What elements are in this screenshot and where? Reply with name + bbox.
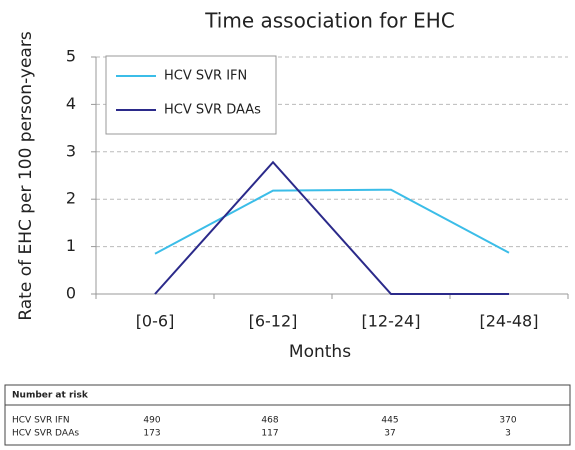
risk-value: 370 <box>499 416 516 426</box>
risk-value: 3 <box>505 429 511 439</box>
y-tick-label: 0 <box>66 284 76 303</box>
legend-label: HCV SVR IFN <box>164 69 247 84</box>
chart-title: Time association for EHC <box>204 9 455 33</box>
risk-table-title: Number at risk <box>12 391 89 401</box>
risk-row-label: HCV SVR DAAs <box>12 429 79 439</box>
x-tick-label: [6-12] <box>249 312 298 331</box>
x-tick-label: [24-48] <box>480 312 539 331</box>
risk-value: 117 <box>261 429 278 439</box>
line-series <box>154 160 509 295</box>
legend-box <box>105 55 277 135</box>
y-tick-label: 4 <box>66 94 76 113</box>
risk-table-frame <box>4 384 571 446</box>
line-series <box>154 188 510 255</box>
risk-value: 173 <box>143 429 160 439</box>
x-tick-label: [0-6] <box>136 312 175 331</box>
x-tick-label: [12-24] <box>362 312 421 331</box>
y-tick-label: 5 <box>66 47 76 66</box>
y-tick-label: 2 <box>66 189 76 208</box>
legend-label: HCV SVR DAAs <box>164 103 261 118</box>
y-axis-label: Rate of EHC per 100 person-years <box>16 31 36 321</box>
risk-value: 37 <box>384 429 395 439</box>
x-axis-label: Months <box>289 342 351 362</box>
y-tick-label: 1 <box>66 236 76 255</box>
risk-row-label: HCV SVR IFN <box>12 416 70 426</box>
risk-value: 490 <box>143 416 160 426</box>
risk-value: 445 <box>381 416 398 426</box>
y-tick-label: 3 <box>66 141 76 160</box>
risk-value: 468 <box>261 416 278 426</box>
